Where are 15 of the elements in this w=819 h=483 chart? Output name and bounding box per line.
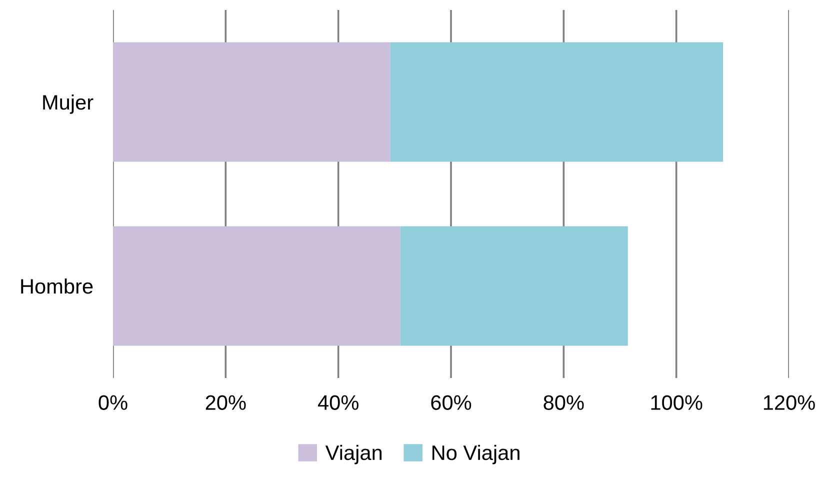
- x-tick-label: 20%: [206, 395, 246, 410]
- bar: [113, 226, 400, 346]
- y-tick-label: Mujer: [43, 94, 94, 114]
- x-tick-label: 40%: [318, 395, 358, 410]
- x-tick-label: 80%: [544, 395, 584, 410]
- bar: [390, 42, 724, 162]
- x-tick-label: 100%: [651, 395, 702, 410]
- legend-label: No Viajan: [432, 444, 520, 464]
- x-tick-label: 120%: [764, 395, 815, 410]
- legend-label: Viajan: [325, 444, 382, 464]
- x-tick-label: 60%: [431, 395, 472, 410]
- y-tick-label: Hombre: [21, 278, 93, 294]
- x-tick-label: 0%: [98, 395, 128, 410]
- bar: [113, 42, 390, 162]
- bar: [400, 226, 628, 346]
